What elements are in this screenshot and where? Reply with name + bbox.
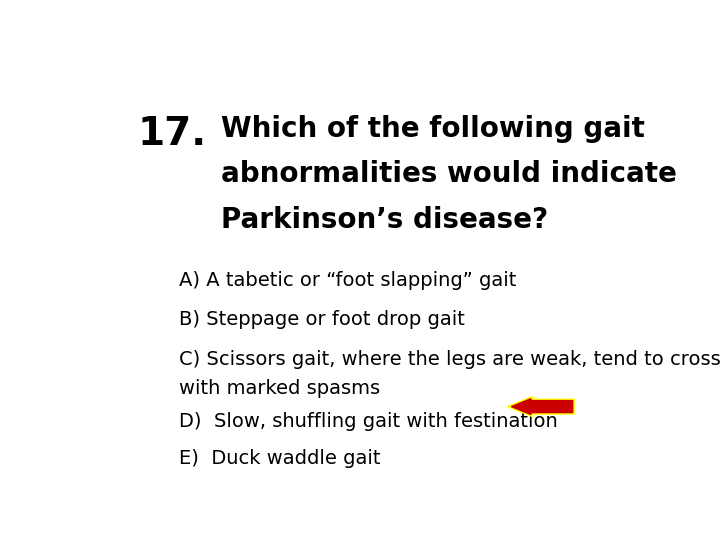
Text: with marked spasms: with marked spasms (179, 379, 380, 398)
Text: C) Scissors gait, where the legs are weak, tend to cross,: C) Scissors gait, where the legs are wea… (179, 349, 720, 369)
Text: D)  Slow, shuffling gait with festination: D) Slow, shuffling gait with festination (179, 412, 558, 431)
Text: 17.: 17. (138, 114, 207, 153)
Text: E)  Duck waddle gait: E) Duck waddle gait (179, 449, 381, 468)
Text: abnormalities would indicate: abnormalities would indicate (221, 160, 677, 188)
Polygon shape (511, 399, 572, 415)
Text: Which of the following gait: Which of the following gait (221, 114, 645, 143)
Text: A) A tabetic or “foot slapping” gait: A) A tabetic or “foot slapping” gait (179, 271, 517, 289)
Text: B) Steppage or foot drop gait: B) Steppage or foot drop gait (179, 310, 465, 329)
Polygon shape (511, 399, 572, 415)
Text: Parkinson’s disease?: Parkinson’s disease? (221, 206, 548, 234)
